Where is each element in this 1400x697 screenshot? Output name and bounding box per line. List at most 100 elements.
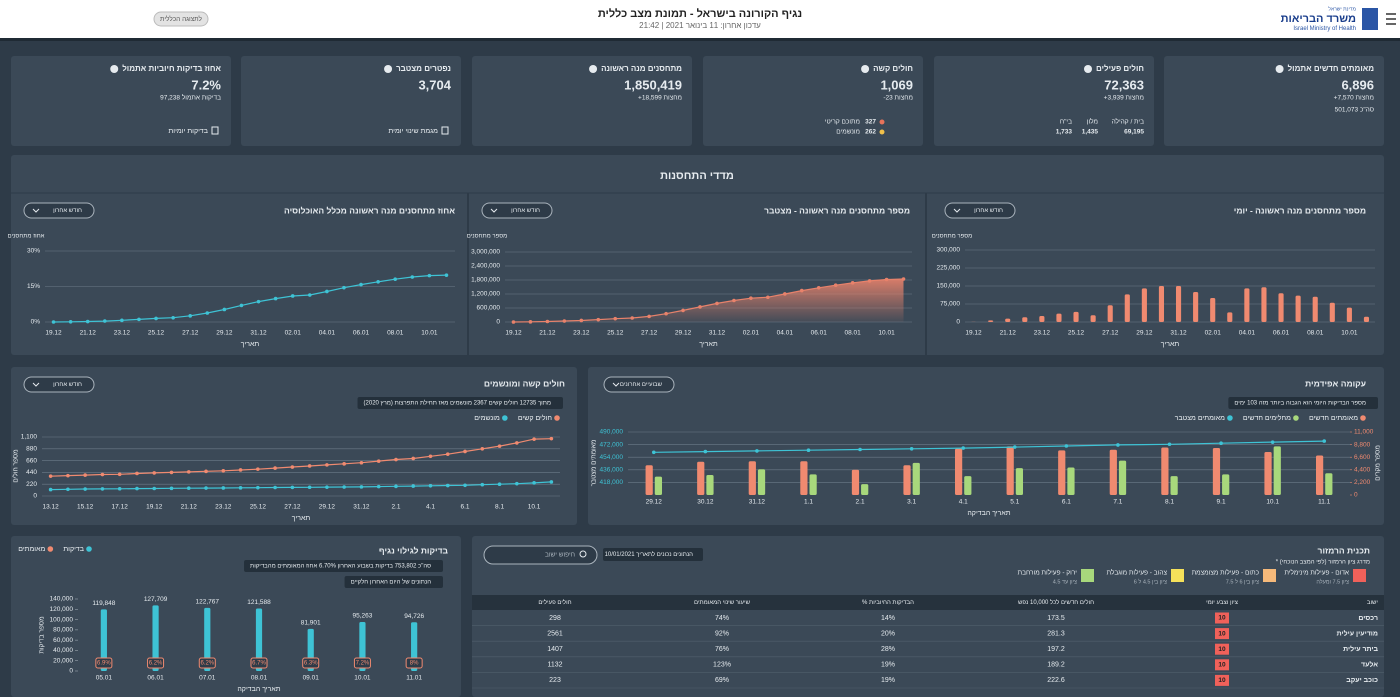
dropdown-label[interactable]: חודש אחרון [53, 382, 82, 388]
badge [353, 657, 371, 669]
legend-label: מאומתים מצטבר [1175, 415, 1225, 422]
bar [1022, 317, 1028, 322]
dropdown[interactable] [23, 376, 95, 393]
point [664, 311, 668, 316]
x-tick-label: 06.01 [1273, 330, 1290, 337]
search-icon[interactable] [579, 550, 587, 558]
kpi-card [1164, 56, 1384, 146]
x-axis-label: תאריך [292, 515, 311, 522]
x-tick-label: 08.01 [387, 330, 404, 337]
point [410, 275, 415, 279]
dropdown-label[interactable]: חודש אחרון [974, 208, 1003, 214]
point [325, 289, 329, 294]
bar [1264, 452, 1272, 495]
cell: מודיעין עילית [1337, 629, 1378, 637]
legend-dot [1293, 415, 1299, 421]
bar [1058, 450, 1066, 495]
x-tick-label: 9.1 [1217, 499, 1226, 506]
point [630, 316, 634, 320]
epi-panel [588, 367, 1384, 525]
dropdown[interactable] [603, 376, 675, 393]
x-tick-label: 21.12 [181, 504, 198, 511]
x-tick-label: 27.12 [182, 330, 199, 337]
info-icon[interactable] [1275, 65, 1284, 73]
point [515, 481, 519, 486]
point [239, 303, 244, 308]
search-placeholder[interactable]: חיפוש ישוב [545, 552, 575, 559]
dropdown-label[interactable]: שבועיים אחרונים [620, 382, 663, 388]
button[interactable] [153, 11, 209, 27]
y-tick-label: 0 [33, 493, 37, 500]
point [359, 460, 364, 465]
search-box[interactable] [483, 545, 598, 565]
bar [1056, 313, 1062, 322]
x-tick-label: 4.1 [426, 504, 435, 511]
bar [255, 608, 263, 671]
point [647, 314, 651, 319]
bar [1107, 305, 1113, 322]
badge-label: 6.3% [304, 661, 318, 667]
x-tick-label: 31.12 [749, 499, 766, 506]
point [152, 486, 157, 491]
point [445, 452, 450, 456]
x-tick-label: 25.12 [1068, 330, 1085, 337]
link-icon[interactable] [211, 126, 219, 135]
point [858, 447, 862, 452]
dropdown-label[interactable]: חודש אחרון [53, 208, 82, 214]
info-icon[interactable] [589, 65, 598, 73]
logo-en: Israel Ministry of Health [1293, 26, 1356, 32]
chevron[interactable] [612, 382, 620, 387]
dropdown-label[interactable]: חודש אחרון [511, 208, 540, 214]
point [427, 273, 432, 278]
bar [1295, 295, 1301, 322]
y-tick-label: 20,000 [53, 657, 73, 664]
cell: 20% [881, 630, 895, 637]
badge [147, 657, 165, 669]
kpi-sub: +18,599 מחצות [638, 95, 682, 102]
info-icon[interactable] [384, 65, 393, 73]
menu-icon[interactable] [1386, 13, 1396, 25]
point [532, 481, 536, 485]
legend-label: מאומתים [18, 546, 45, 553]
bar [1325, 473, 1333, 495]
badge-label: 6.9% [97, 661, 111, 667]
point [204, 469, 208, 474]
link-icon[interactable] [441, 126, 449, 135]
chevron[interactable] [32, 208, 40, 213]
legend-range: ציון בין 4.5 ל 6 [1134, 578, 1167, 585]
point [515, 441, 519, 445]
y-axis-label: מספר מתחסנים [932, 234, 973, 240]
info-icon[interactable] [861, 65, 870, 73]
dropdown[interactable] [481, 202, 553, 219]
button-label[interactable]: לתצוגה הכללית [160, 15, 203, 23]
y2-tick-label: 8,800 [1354, 441, 1371, 448]
x-tick-label: 29.12 [646, 499, 663, 506]
x-tick-label: 09.01 [303, 675, 320, 682]
y-axis-label: מספר מתחסנים [467, 234, 508, 240]
cell: 1132 [547, 662, 562, 669]
y-tick-label: 418,000 [600, 479, 624, 486]
info-icon[interactable] [1084, 65, 1092, 73]
breakdown-value: 1,435 [1082, 129, 1099, 136]
chevron[interactable] [32, 382, 40, 387]
point [290, 465, 295, 469]
y2-tick-label: 2,200 [1354, 479, 1371, 486]
info-icon[interactable] [110, 65, 119, 73]
kpi-link[interactable]: מגמת שינוי יומית [388, 128, 438, 135]
bar [800, 461, 808, 495]
point [256, 467, 260, 471]
point [307, 464, 312, 468]
x-tick-label: 31.12 [353, 504, 370, 511]
vaccination-panel [11, 155, 1384, 355]
kpi-link[interactable]: בדיקות יומיות [168, 128, 208, 135]
dropdown[interactable] [23, 202, 95, 219]
point [806, 448, 811, 453]
chevron[interactable] [490, 208, 498, 213]
x-tick-label: 23.12 [114, 330, 131, 337]
chevron[interactable] [953, 208, 961, 213]
point [85, 319, 90, 324]
dropdown[interactable] [944, 202, 1016, 219]
point [463, 449, 467, 454]
point [816, 285, 821, 290]
score: 10 [1218, 646, 1226, 653]
